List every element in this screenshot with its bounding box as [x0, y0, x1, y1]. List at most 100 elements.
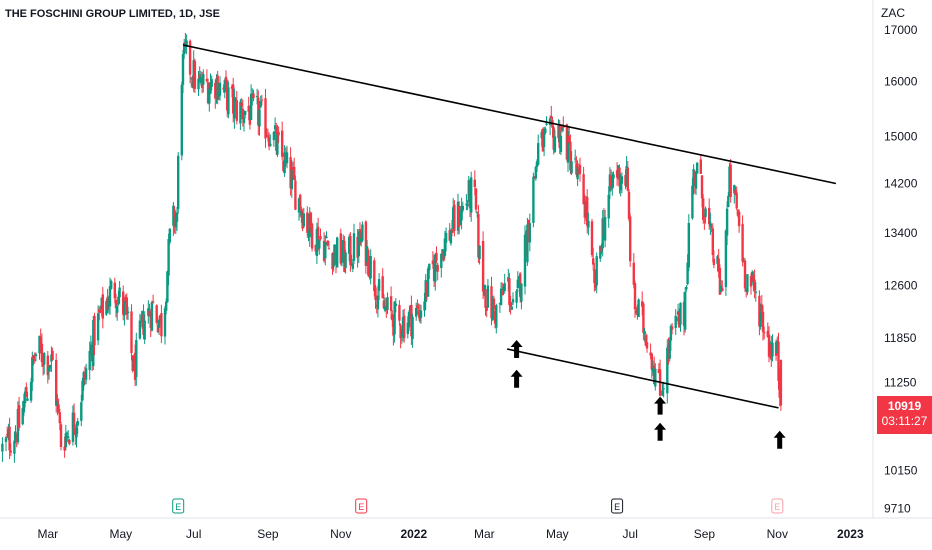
candle-body: [151, 301, 155, 303]
candle-body: [96, 313, 100, 341]
candle-body: [679, 302, 682, 325]
candle-body: [324, 242, 327, 259]
candle-body: [700, 175, 704, 199]
time-tick-label: Jul: [623, 527, 638, 541]
candle-body: [9, 450, 12, 453]
candle-body: [534, 166, 537, 179]
candle-body: [255, 96, 259, 97]
candle-body: [644, 335, 647, 346]
arrow-up-icon[interactable]: [510, 369, 523, 388]
candle-body: [17, 405, 21, 428]
time-axis: Mar May Jul Sep Nov 2022 Mar May Jul Sep Nov 2023: [37, 527, 864, 541]
candle-body: [753, 279, 756, 291]
candle-body: [266, 135, 270, 138]
candle-body: [386, 297, 389, 311]
candle-body: [399, 325, 402, 339]
candle-body: [717, 258, 720, 273]
candle-body: [150, 302, 154, 331]
candle-body: [725, 208, 729, 236]
candle-body: [240, 102, 243, 107]
candle-body: [198, 74, 201, 79]
candle-body: [299, 194, 302, 212]
candle-body: [206, 82, 210, 104]
candle-body: [75, 428, 78, 438]
arrow-up-icon[interactable]: [654, 396, 667, 415]
candle-body: [450, 229, 454, 233]
candle-body: [46, 355, 49, 376]
candle-body: [163, 308, 167, 337]
candle-body: [301, 213, 304, 229]
candle-body: [88, 351, 91, 371]
earnings-event-label: E: [358, 502, 364, 512]
candle-body: [532, 176, 535, 223]
candle-body: [760, 304, 763, 314]
earnings-event-marker[interactable]: [172, 498, 185, 514]
price-tick-label: 16000: [884, 75, 918, 89]
candle-body: [31, 357, 34, 383]
trendline[interactable]: [182, 44, 837, 185]
candle-body: [224, 76, 228, 84]
arrow-up-icon[interactable]: [773, 430, 786, 449]
candle-body: [267, 137, 271, 147]
candle-body: [590, 221, 594, 255]
candle-body: [428, 263, 431, 271]
candle-body: [309, 212, 313, 228]
candle-body: [58, 412, 61, 424]
candle-body: [766, 330, 769, 338]
candle-body: [553, 136, 557, 152]
candle-body: [361, 224, 364, 241]
arrow-up-icon[interactable]: [654, 422, 667, 441]
candle-body: [356, 236, 359, 258]
candle-body: [57, 404, 60, 412]
candle-body: [84, 368, 88, 380]
candle-body: [570, 161, 573, 174]
candle-body: [393, 301, 396, 335]
candle-body: [574, 158, 577, 160]
candle-body: [754, 291, 757, 293]
candle-body: [123, 299, 126, 316]
arrow-up-icon[interactable]: [510, 340, 523, 358]
candle-body: [632, 262, 635, 285]
candle-body: [603, 216, 607, 241]
candle-body: [234, 98, 237, 100]
candle-body: [568, 135, 571, 143]
candle-body: [493, 311, 497, 324]
time-tick-label: May: [109, 527, 132, 541]
candle-body: [185, 40, 188, 47]
candle-body: [712, 258, 716, 265]
candle-body: [200, 81, 204, 88]
candle-body: [316, 226, 320, 250]
candle-body: [669, 326, 673, 341]
candle-body: [325, 236, 328, 239]
candle-body: [509, 302, 512, 307]
candle-body: [696, 162, 699, 174]
candle-body: [526, 224, 529, 263]
candle-body: [470, 177, 473, 213]
candle-body: [160, 313, 163, 337]
candle-body: [105, 301, 108, 315]
candle-body: [180, 84, 183, 156]
candle-body: [130, 311, 133, 354]
candle-body: [654, 368, 657, 387]
candle-body: [125, 297, 128, 315]
trendlines-layer: [182, 44, 837, 409]
candle-body: [233, 97, 236, 119]
candle-body: [499, 288, 503, 306]
earnings-event-marker[interactable]: [771, 498, 784, 514]
candle-body: [98, 309, 101, 313]
candle-body: [376, 295, 380, 310]
candle-body: [373, 260, 376, 292]
candle-body: [290, 169, 293, 190]
trendline[interactable]: [506, 348, 779, 409]
candle-body: [734, 189, 737, 195]
earnings-event-marker[interactable]: [611, 498, 624, 514]
candle-body: [611, 177, 614, 189]
candle-body: [612, 174, 615, 179]
candle-body: [174, 217, 177, 228]
earnings-event-marker[interactable]: [355, 498, 368, 514]
candle-body: [643, 331, 646, 335]
candle-body: [26, 398, 29, 401]
candle-body: [779, 359, 783, 406]
candle-body: [510, 306, 513, 310]
